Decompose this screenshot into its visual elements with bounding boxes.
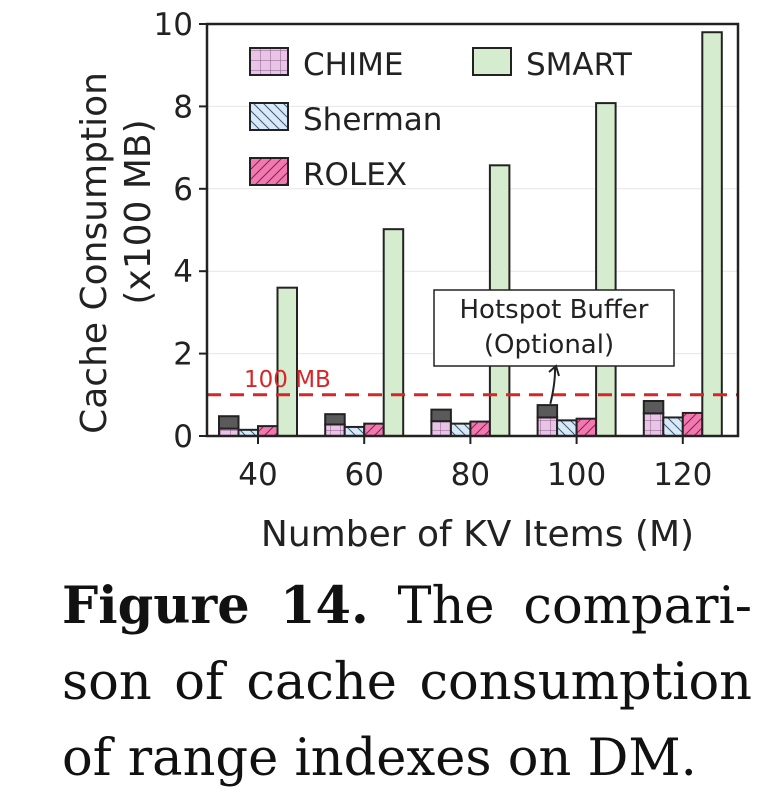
legend-label-smart: SMART xyxy=(526,47,633,83)
bar-sherman-100 xyxy=(556,419,578,437)
legend-swatch-smart xyxy=(472,47,512,76)
bar-rolex-120 xyxy=(681,411,704,438)
annotation-box xyxy=(433,289,675,367)
reference-line-group: 100 MB xyxy=(207,367,738,397)
bar-hotspot-buffer-80 xyxy=(430,408,452,423)
bar-smart-60 xyxy=(382,228,405,437)
bar-hotspot-buffer-120 xyxy=(642,399,665,415)
annotation-arrow xyxy=(549,367,557,405)
bar-chime-100 xyxy=(536,416,559,437)
y-tick-label: 0 xyxy=(173,419,193,455)
legend-label-sherman: Sherman xyxy=(303,102,442,138)
bar-smart-120 xyxy=(701,31,723,438)
y-tick-label: 2 xyxy=(173,337,193,373)
bar-hotspot-buffer-40 xyxy=(218,415,240,430)
bar-chime-60 xyxy=(324,423,346,437)
annotation-arrowhead xyxy=(548,364,560,377)
bar-rolex-80 xyxy=(469,420,491,437)
x-tick-label: 40 xyxy=(238,457,277,493)
legend: CHIME Sherman ROLEX SMART xyxy=(249,47,633,193)
legend-swatch-sherman xyxy=(249,102,289,131)
y-tick-label: 4 xyxy=(173,254,193,290)
bar-chime-120 xyxy=(642,412,665,437)
annotation-line2: (Optional) xyxy=(484,330,614,360)
x-tick-label: 60 xyxy=(344,457,383,493)
caption-label: Figure 14. xyxy=(62,576,369,636)
plot-frame xyxy=(205,22,740,438)
bar-chime-80 xyxy=(430,420,452,437)
bar-sherman-120 xyxy=(662,416,684,437)
bar-rolex-60 xyxy=(363,422,385,438)
reference-line-label: 100 MB xyxy=(244,367,331,393)
bar-sherman-80 xyxy=(449,422,472,438)
bar-hotspot-buffer-60 xyxy=(324,413,346,426)
y-tick-label: 6 xyxy=(173,172,193,208)
y-axis-label-unit: (x100 MB) xyxy=(118,119,159,304)
bar-smart-40 xyxy=(276,286,298,437)
axes: 0 2 4 6 8 10 40 60 80 100 120 Number of KV Items (M… xyxy=(74,7,740,555)
y-axis-label: Cache Consumption xyxy=(74,72,115,434)
y-tick-label: 10 xyxy=(154,7,193,43)
legend-label-chime: CHIME xyxy=(303,47,403,83)
x-axis-label: Number of KV Items (M) xyxy=(261,514,694,555)
annotation-line1: Hotspot Buffer xyxy=(460,295,649,325)
figure-caption: Figure 14. The compari-son of cache cons… xyxy=(62,568,752,797)
bar-chart: 100 MB 0 2 4 6 8 10 40 60 80 100 120 Number of KV I… xyxy=(74,7,740,555)
x-tick-label: 80 xyxy=(451,457,490,493)
caption-text: The compari-son of cache consumption of … xyxy=(62,577,753,788)
legend-swatch-chime xyxy=(249,47,289,76)
annotation: Hotspot Buffer (Optional) xyxy=(433,289,675,405)
bar-rolex-40 xyxy=(257,425,279,437)
x-tick-label: 120 xyxy=(653,457,712,493)
legend-label-rolex: ROLEX xyxy=(303,157,407,193)
bar-hotspot-buffer-100 xyxy=(536,404,559,419)
y-tick-label: 8 xyxy=(173,89,193,125)
bar-rolex-100 xyxy=(575,417,598,438)
legend-swatch-rolex xyxy=(249,157,289,186)
bar-smart-100 xyxy=(595,102,617,437)
x-tick-label: 100 xyxy=(547,457,606,493)
bar-sherman-60 xyxy=(343,425,366,438)
